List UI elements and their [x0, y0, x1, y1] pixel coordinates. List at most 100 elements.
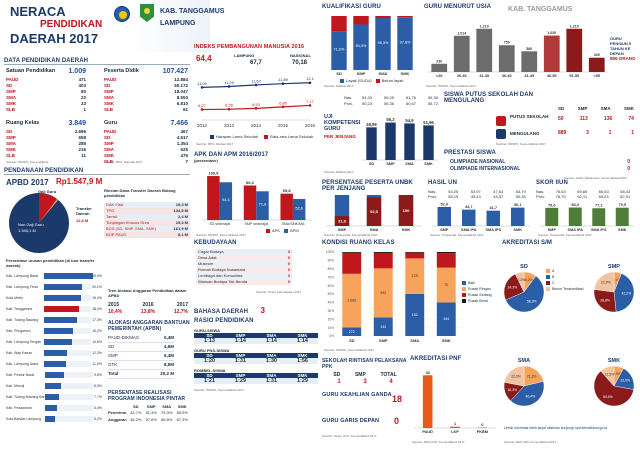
rintisan-cols: SD SMP TOTAL [326, 372, 404, 378]
persen-region: Kab. Way Kanan [6, 350, 33, 355]
sm-legend-item: A [546, 268, 590, 274]
section-title: PENDANAAN PENDIDIKAN [4, 168, 190, 175]
apk-legend-apk: APK [272, 228, 281, 233]
rasio-col: SMA [266, 333, 277, 338]
ipm-year-tick: 2013 [224, 123, 235, 128]
putus-col: SMP [577, 106, 588, 111]
title-pendidikan: PENDIDIKAN [40, 19, 103, 30]
title-daerah: DAERAH 2017 [10, 31, 99, 46]
kebudayaan-key: Museum [198, 261, 214, 266]
akreditasi-sm-pies: SD 10,2% 58,3% 24,3% 7,2% SMP 6,1% 42,2% 28,8% 22… [503, 264, 635, 407]
kv-value: 61 [182, 107, 188, 112]
kual-value-label: 71,6% [334, 48, 345, 52]
kondisi-segment [342, 252, 362, 274]
skor-prov-value: 62,31 [620, 194, 631, 199]
kemendikbud-logo [114, 6, 130, 22]
kebudayaan-row: Cagar Budaya 3 [196, 249, 292, 255]
kv-row: SMP 658 [6, 135, 86, 141]
kv-value: 8.553 [176, 95, 188, 100]
persen-bar [44, 404, 57, 411]
kv-key: SLB [104, 107, 113, 112]
source-data-pendidikan-2: Sumber: BPS, Dapodik 2017 [104, 160, 143, 164]
persen-row: Kab. Tulang Bawang Barat 7,7% [6, 391, 102, 402]
pnf-category-label: PAUD [422, 430, 433, 434]
rincian-row: BOP PAUD 8,1 M [104, 232, 190, 238]
kual-bar-layak [375, 17, 391, 70]
guru-total: 7.466 [170, 120, 188, 127]
pensiun-label: GURU PENSIUN 5 TAHUN KE DEPAN [610, 36, 632, 56]
realisasi-cell: 65,9% [176, 410, 188, 415]
realisasi-header: SD SMP SMA SMK [108, 404, 190, 409]
pnf-bar-chart: 40 PAUD 1 LKP 0 PKBM [414, 370, 496, 434]
unbk-bar [398, 195, 414, 226]
putus-value: 136 [603, 116, 613, 122]
kebudayaan-value: 0 [287, 273, 290, 278]
section-title: HASIL UN [428, 180, 458, 186]
section-title: SKOR IIUN [536, 180, 568, 186]
sm-pie-slice [503, 273, 525, 301]
persen-value: 18,4% [92, 306, 102, 311]
kv-value: 476 [180, 153, 188, 158]
pnf-value-label: 0 [481, 422, 484, 427]
tren-title: Tren Alokasi Anggaran Pendidikan dalam A… [108, 288, 187, 298]
kualifikasi-panel: KUALIFIKASI GURU 71,6% SD 84,3% SMP 96,3% SMA… [322, 4, 420, 90]
persen-value: 5,2% [94, 416, 102, 421]
persen-region: Kab. Lampung Utara [6, 361, 39, 366]
persen-bar-track [43, 338, 92, 345]
rintisan-panel: SEKOLAH RINTISAN PELAKSANA PPK SD SMP TOTA… [322, 358, 408, 388]
ukg-category-label: SMK [424, 162, 433, 166]
rincian-value: 19,3 M [175, 202, 188, 207]
persen-bar-chart: Kab. Lampung Barat 25,4% Kab. Lampung Timu… [6, 270, 102, 440]
kondisi-category-label: SMP [379, 338, 388, 343]
persen-row: Kab. Tulang Bawang 17,3% [6, 314, 102, 325]
apbd-label: APBD 2017 [6, 178, 49, 187]
ukg-bar [385, 122, 396, 160]
kv-row: SMP 1.354 [104, 141, 188, 147]
kondisi-segment [405, 252, 425, 259]
rintisan-value: 1 [337, 379, 341, 385]
persen-row: Kab. Lampung Timur 20,1% [6, 281, 102, 292]
rincian-value: 161,9 M [173, 226, 188, 231]
realisasi-cell: 89,8% [161, 417, 173, 422]
ukg-nas-label: Nas. [344, 95, 353, 100]
sm-pie-label: 7,9% [613, 372, 621, 376]
ukg-panel: Nas. 54,33 59,25 61,76 59,39 Prov. 50,23 55,… [322, 92, 442, 176]
pensiun-value: 886 ORANG [610, 56, 636, 61]
kondisi-y-tick: 40% [328, 301, 335, 305]
section-title: PRESTASI SISWA [444, 150, 496, 156]
kondisi-legend: Baik Rusak Ringan Rusak Sedang Rusak Berat [462, 280, 498, 304]
pendanaan-panel: PENDANAAN PENDIDIKAN APBD 2017 Rp1.547,9… [4, 168, 190, 450]
skor-nas-values: 76,63 69,69 66,63 68,43 [550, 189, 636, 194]
ulang-value: 3 [586, 130, 589, 136]
ukg-category-label: SMA [405, 162, 414, 166]
usia-value-label: 1.210 [570, 24, 579, 28]
guru-list: PAUD 467 SD 4.517 SMP 1.354 SMA 625 SMK 476 SLB 7 [104, 129, 188, 165]
kv-key: PAUD [104, 77, 117, 82]
rincian-key: Tamsil [106, 214, 118, 219]
kondisi-segment [405, 252, 425, 253]
ruang-kelas: Ruang Kelas 3.849 SD 2.696 SMP 658 SMA 288 SMK… [6, 120, 86, 159]
ipm-hls-label: 11,09 [197, 81, 207, 86]
kual-bar-layak [397, 17, 413, 70]
un-value-label: 52,0 [441, 202, 448, 206]
rasio-col: SD [206, 353, 213, 358]
ulang-values: 889 3 1 1 [558, 130, 634, 136]
persen-value: 25,4% [92, 273, 102, 278]
prestasi-row: OLIMPIADE INTERNASIONAL 0 [450, 166, 630, 173]
rasio-col: SMK [297, 333, 308, 338]
un-prov-value: 49,43 [470, 194, 481, 199]
usia-bar-chart: 230 <26 1.014 26-30 1.210 31-35 750 36-40 580 41-… [428, 24, 608, 78]
usia-value-label: 1.020 [547, 31, 556, 35]
ipm-rls-point [308, 104, 312, 107]
kv-key: SMK [104, 101, 114, 106]
pnf-value-label: 40 [425, 370, 430, 375]
kv-key: SMP [6, 89, 16, 94]
ukg-bar-chart: 48,99 SD 56,2 SMP 54,9 SMA 51,96 SMK [362, 117, 438, 166]
persen-value: 17,3% [92, 317, 102, 322]
kondisi-y-tick: 30% [328, 309, 335, 313]
persen-value: 6,4% [94, 405, 102, 410]
kv-value: 18.047 [174, 89, 188, 94]
rasio-panel: RASIO PENDIDIKAN GURU-SISWA SD SMP SMA SMK 1… [194, 318, 318, 450]
bahasa-title: BAHASA DAERAH [194, 309, 249, 315]
skor-nas-value: 68,43 [620, 189, 631, 194]
